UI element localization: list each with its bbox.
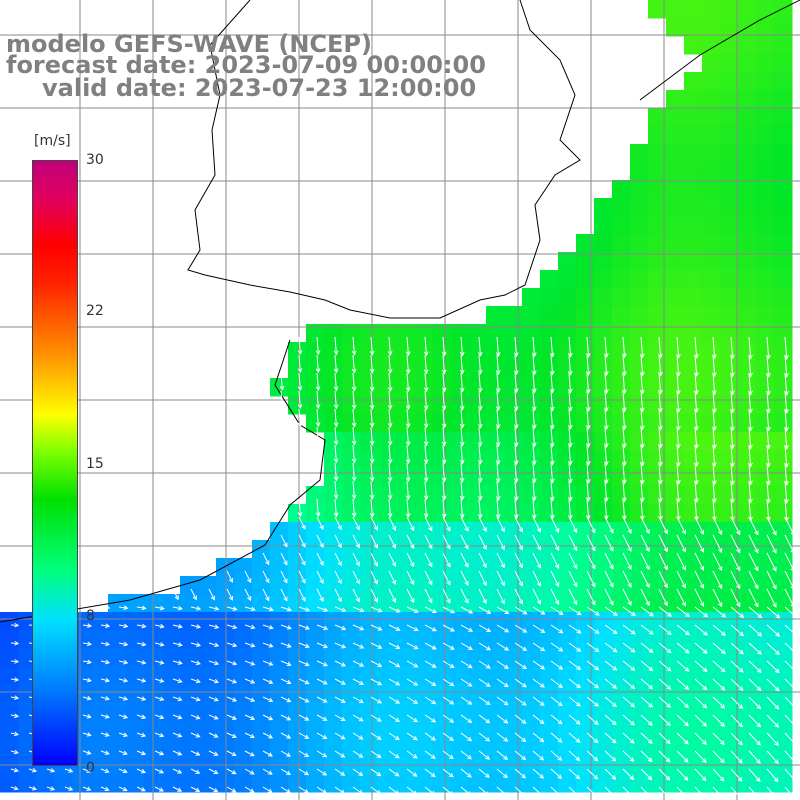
colorbar-tick-0: 0 xyxy=(86,760,95,776)
colorbar-tick-8: 8 xyxy=(86,608,95,624)
colorbar xyxy=(32,160,78,766)
forecast-date: forecast date: 2023-07-09 00:00:00 xyxy=(6,51,486,79)
valid-date: valid date: 2023-07-23 12:00:00 xyxy=(42,74,477,102)
colorbar-tick-22: 22 xyxy=(86,303,104,319)
wind-arrows xyxy=(10,336,799,800)
model-title: modelo GEFS-WAVE (NCEP) xyxy=(6,30,372,58)
colorbar-tick-15: 15 xyxy=(86,456,104,472)
colorbar-units: [m/s] xyxy=(34,133,71,149)
colorbar-tick-30: 30 xyxy=(86,152,104,168)
coastline xyxy=(0,0,800,623)
